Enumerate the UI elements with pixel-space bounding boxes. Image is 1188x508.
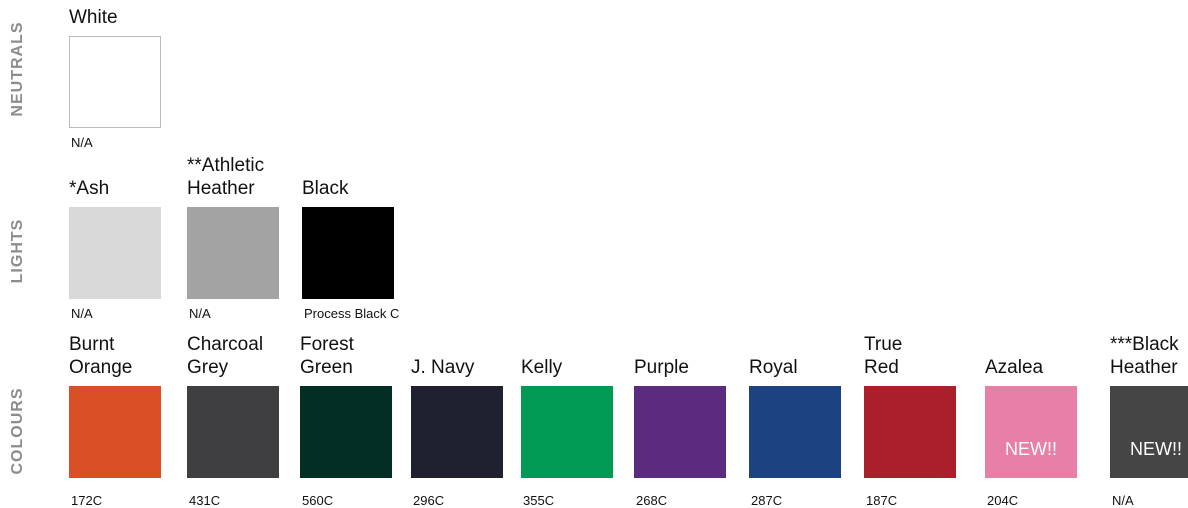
swatch-name: Green bbox=[300, 357, 353, 378]
new-badge: NEW!! bbox=[1130, 439, 1182, 459]
pantone-code: 560C bbox=[302, 493, 334, 508]
swatch-name: *Ash bbox=[69, 178, 110, 199]
swatch-name: **Athletic bbox=[187, 155, 265, 176]
color-swatch bbox=[300, 386, 392, 478]
color-swatch bbox=[69, 386, 161, 478]
swatch-name: Red bbox=[864, 357, 899, 378]
swatch-name: Heather bbox=[187, 178, 255, 199]
pantone-code: 296C bbox=[413, 493, 445, 508]
color-swatch: NEW!! bbox=[985, 386, 1077, 478]
section-label: COLOURS bbox=[9, 387, 26, 475]
pantone-code: Process Black C bbox=[304, 306, 400, 321]
pantone-code: 204C bbox=[987, 493, 1019, 508]
pantone-code: 187C bbox=[866, 493, 898, 508]
section-label: LIGHTS bbox=[9, 218, 26, 284]
swatch-name: Burnt bbox=[69, 334, 115, 355]
pantone-code: 287C bbox=[751, 493, 783, 508]
swatch-name: Purple bbox=[634, 357, 689, 378]
swatch-name: True bbox=[864, 334, 903, 355]
color-swatch: NEW!! bbox=[1110, 386, 1188, 478]
swatch-name: ***Black bbox=[1110, 334, 1179, 355]
pantone-code: 268C bbox=[636, 493, 668, 508]
color-swatch bbox=[69, 36, 161, 128]
swatch-name: Charcoal bbox=[187, 334, 264, 355]
swatch-name: Heather bbox=[1110, 357, 1178, 378]
color-swatch bbox=[634, 386, 726, 478]
swatch-name: Azalea bbox=[985, 357, 1044, 378]
swatch-name: White bbox=[69, 7, 118, 28]
color-swatch bbox=[187, 386, 279, 478]
color-swatch bbox=[187, 207, 279, 299]
section-label: NEUTRALS bbox=[9, 21, 26, 117]
color-swatch bbox=[749, 386, 841, 478]
swatch-name: J. Navy bbox=[411, 357, 475, 378]
pantone-code: 172C bbox=[71, 493, 103, 508]
swatch-name: Grey bbox=[187, 357, 229, 378]
pantone-code: N/A bbox=[71, 135, 93, 150]
color-swatch bbox=[302, 207, 394, 299]
color-swatch bbox=[521, 386, 613, 478]
new-badge: NEW!! bbox=[1005, 439, 1057, 459]
swatch-name: Black bbox=[302, 178, 349, 199]
color-swatch bbox=[69, 207, 161, 299]
swatch-name: Orange bbox=[69, 357, 133, 378]
swatch-name: Forest bbox=[300, 334, 354, 355]
color-swatch bbox=[864, 386, 956, 478]
color-swatch bbox=[411, 386, 503, 478]
pantone-code: 355C bbox=[523, 493, 555, 508]
pantone-code: N/A bbox=[1112, 493, 1134, 508]
swatch-name: Royal bbox=[749, 357, 798, 378]
pantone-code: 431C bbox=[189, 493, 221, 508]
pantone-code: N/A bbox=[71, 306, 93, 321]
pantone-code: N/A bbox=[189, 306, 211, 321]
swatch-name: Kelly bbox=[521, 357, 563, 378]
